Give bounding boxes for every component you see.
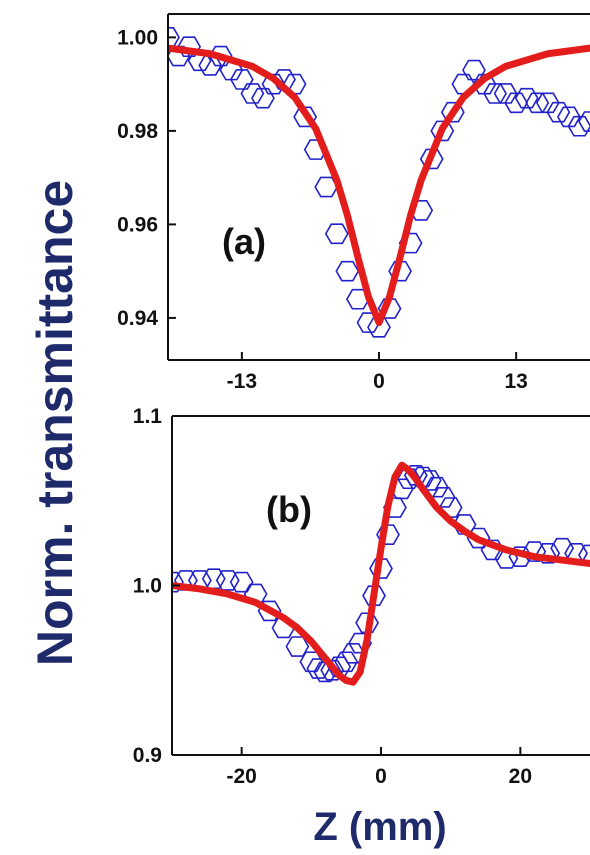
panel-a-chart: 0.94 0.96 0.98 1.00 -13 0 13 (a) — [117, 14, 590, 393]
data-point-hexagon — [551, 539, 573, 558]
y-tick-label: 1.0 — [133, 575, 162, 598]
y-tick-label: 0.98 — [117, 120, 158, 143]
x-tick-label: 20 — [509, 765, 532, 788]
data-point-hexagon — [336, 262, 358, 281]
x-tick-label: 0 — [375, 765, 387, 788]
y-tick-label: 1.00 — [117, 26, 158, 49]
y-axis-title: Norm. transmittance — [27, 180, 83, 666]
y-tick-label: 1.1 — [133, 405, 163, 428]
panel-label: (b) — [266, 489, 312, 530]
x-tick-label: -20 — [226, 765, 256, 788]
y-tick-label: 0.96 — [117, 213, 158, 236]
data-point-hexagon — [326, 224, 348, 243]
x-tick-label: -13 — [227, 370, 257, 393]
y-tick-label: 0.94 — [117, 307, 158, 330]
x-axis-title: Z (mm) — [313, 805, 446, 849]
plot-area — [161, 465, 590, 682]
data-point-hexagon — [231, 573, 253, 592]
y-tick-label: 0.9 — [133, 744, 162, 767]
x-tick-label: 13 — [504, 370, 527, 393]
panel-b-chart: 0.9 1.0 1.1 -20 0 20 (b) — [133, 405, 590, 788]
x-tick-label: 0 — [373, 370, 385, 393]
plot-area — [157, 28, 590, 337]
panel-label: (a) — [222, 221, 266, 262]
